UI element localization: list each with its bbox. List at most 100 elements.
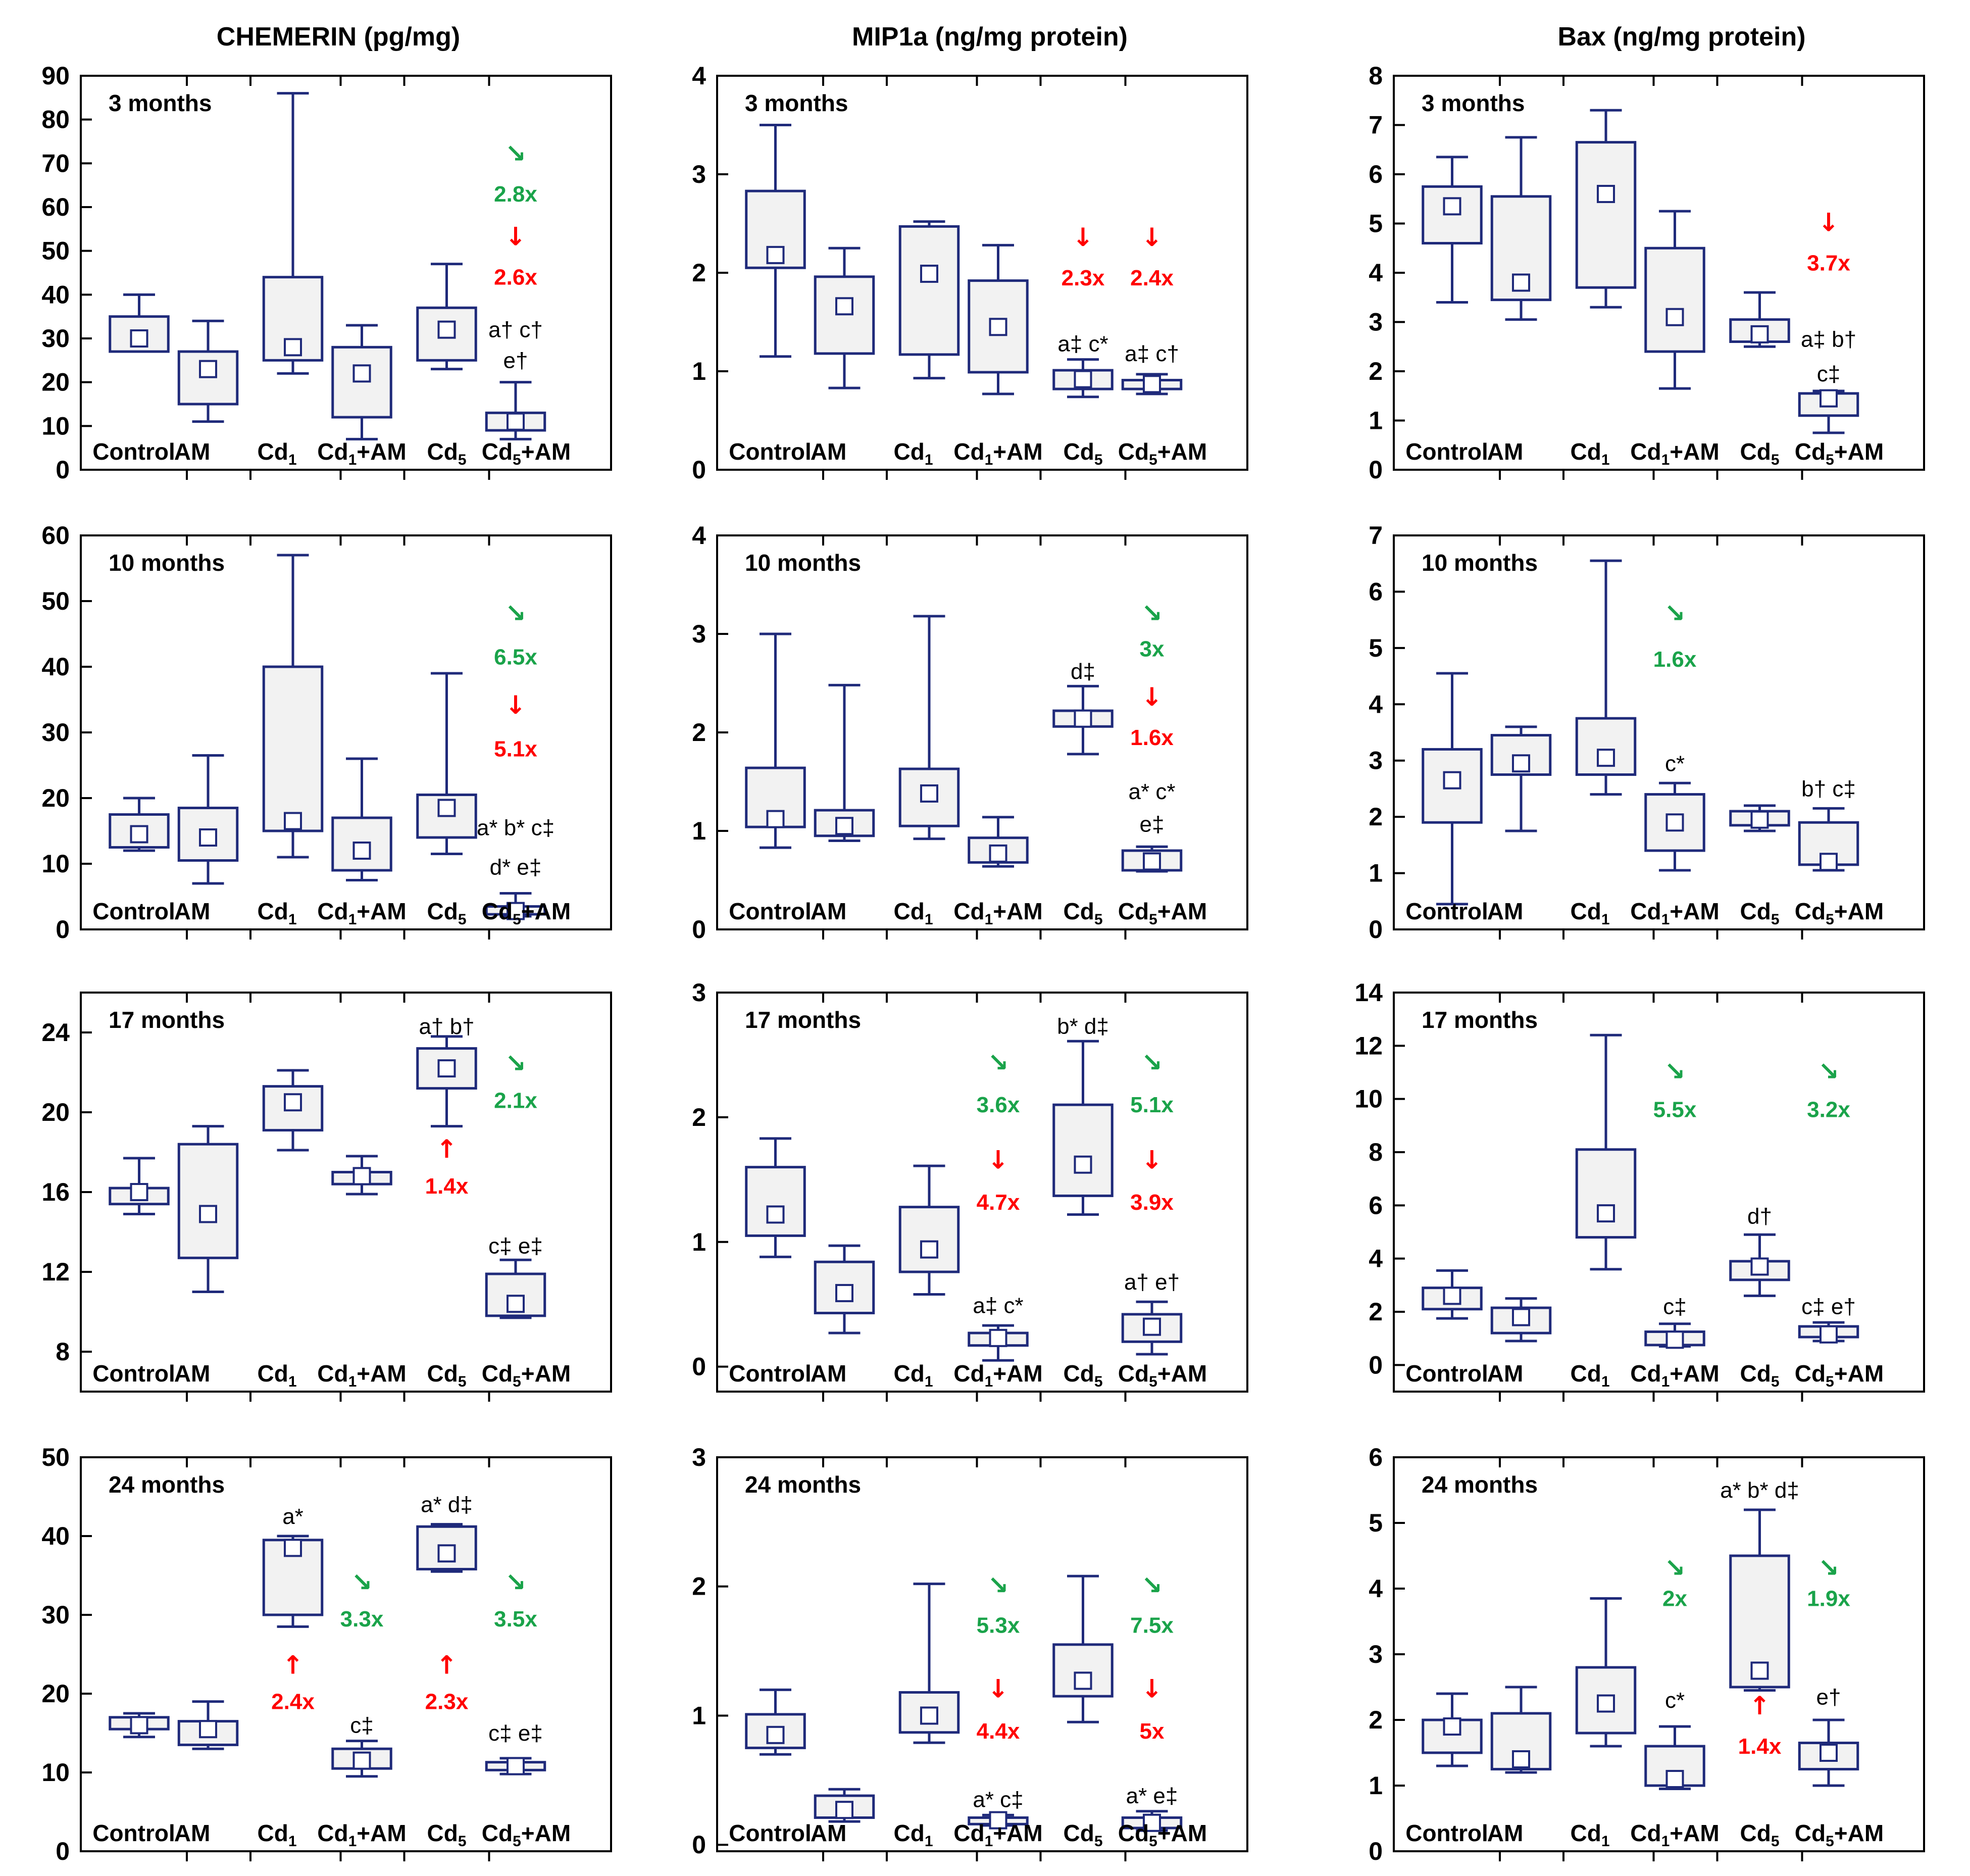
fold-change-red: 1.4x	[1738, 1734, 1782, 1759]
y-tick-label: 4	[692, 521, 706, 550]
significance-label: a* c‡	[973, 1788, 1023, 1812]
y-tick-label: 40	[41, 280, 70, 309]
y-tick-label: 0	[56, 456, 70, 484]
box-control	[109, 797, 170, 852]
change-arrow-red: ↓	[1141, 682, 1163, 712]
y-tick-label: 4	[1369, 1245, 1383, 1273]
mean-marker	[835, 1283, 853, 1302]
category-label-cd1-am: Cd1+AM	[317, 1820, 406, 1850]
category-label-control: Control	[1405, 1360, 1488, 1387]
y-tick-label: 10	[1354, 1085, 1383, 1113]
change-arrow-green: ↘	[1141, 1571, 1163, 1600]
mean-marker	[437, 1059, 456, 1078]
mean-marker	[1443, 771, 1461, 789]
y-tick-label: 0	[1369, 915, 1383, 944]
fold-change-green: 1.6x	[1653, 647, 1697, 672]
category-label-cd5-am: Cd5+AM	[482, 1360, 571, 1390]
mean-marker	[1512, 754, 1530, 773]
mean-marker	[284, 338, 302, 357]
mean-marker	[352, 364, 371, 383]
iqr-box	[1052, 1103, 1114, 1197]
category-label-am: AM	[174, 898, 211, 924]
box-cd1	[262, 1535, 324, 1628]
box-cd1-am	[968, 1811, 1029, 1830]
fold-change-green: 2x	[1662, 1587, 1687, 1611]
y-tick-label: 6	[1369, 1443, 1383, 1471]
box-cd1-am	[1644, 1322, 1705, 1349]
y-tick-label: 12	[41, 1258, 70, 1286]
fold-change-red: 3.7x	[1807, 251, 1850, 276]
y-tick-label: 4	[692, 62, 706, 90]
category-label-cd5-am: Cd5+AM	[1795, 1360, 1884, 1390]
category-label-cd1-am: Cd1+AM	[317, 898, 406, 928]
column-title-chemerin: CHEMERIN (pg/mg)	[217, 22, 460, 52]
iqr-box	[1575, 1666, 1637, 1735]
y-tick-label: 24	[41, 1018, 70, 1047]
category-label-control: Control	[92, 1360, 175, 1387]
mean-marker	[507, 1295, 525, 1313]
period-label: 17 months	[1422, 1007, 1538, 1033]
iqr-box	[177, 1143, 239, 1259]
mean-marker	[766, 245, 785, 264]
y-tick-label: 7	[1369, 521, 1383, 550]
y-tick-label: 70	[41, 149, 70, 177]
change-arrow-green: ↘	[1141, 1048, 1163, 1077]
mean-marker	[284, 812, 302, 830]
period-label: 3 months	[1422, 90, 1525, 116]
box-cd5-am	[1798, 1718, 1859, 1787]
category-label-am: AM	[811, 438, 847, 465]
category-label-cd5: Cd5	[427, 438, 466, 468]
category-label-am: AM	[1487, 438, 1524, 465]
y-tick-label: 16	[41, 1178, 70, 1206]
mean-marker	[1750, 1661, 1769, 1680]
box-cd5	[416, 672, 477, 855]
category-label-control: Control	[729, 1820, 812, 1846]
fold-change-green: 3.5x	[494, 1607, 537, 1632]
change-arrow-green: ↘	[1664, 599, 1686, 628]
box-control	[109, 293, 170, 353]
mean-marker	[284, 1539, 302, 1557]
significance-label: a† c†	[488, 318, 543, 342]
mean-marker	[1665, 1330, 1684, 1349]
y-tick-label: 60	[41, 193, 70, 221]
y-tick-label: 0	[692, 1831, 706, 1859]
fold-change-red: 2.3x	[425, 1690, 469, 1714]
mean-marker	[1750, 325, 1769, 343]
y-tick-label: 1	[692, 1701, 706, 1730]
y-tick-label: 50	[41, 1443, 70, 1471]
category-label-am: AM	[811, 1360, 847, 1387]
mean-marker	[1820, 389, 1838, 408]
significance-label: b† c‡	[1801, 776, 1856, 801]
box-am	[1490, 1686, 1552, 1774]
fold-change-green: 1.9x	[1807, 1587, 1850, 1611]
significance-label: d‡	[1071, 659, 1095, 684]
y-tick-label: 30	[41, 1601, 70, 1629]
significance-label: a‡ c*	[1057, 331, 1108, 356]
category-label-cd5: Cd5	[427, 1820, 466, 1850]
mean-marker	[1143, 852, 1161, 871]
category-label-cd5: Cd5	[1063, 438, 1102, 468]
category-label-cd5: Cd5	[1740, 1360, 1779, 1390]
significance-label: c*	[1665, 751, 1685, 776]
significance-label: a‡ c*	[973, 1294, 1023, 1318]
mean-marker	[766, 1205, 785, 1224]
mean-marker	[1820, 853, 1838, 871]
box-cd1-am	[331, 757, 392, 881]
change-arrow-green: ↘	[1141, 599, 1163, 628]
y-tick-label: 0	[692, 915, 706, 944]
box-am	[177, 1125, 239, 1293]
box-am	[1490, 725, 1552, 832]
y-tick-label: 6	[1369, 160, 1383, 188]
mean-marker	[1143, 375, 1161, 393]
y-tick-label: 2	[1369, 803, 1383, 831]
significance-label: b* d‡	[1057, 1014, 1109, 1039]
category-label-cd5-am: Cd5+AM	[482, 1820, 571, 1850]
box-control	[745, 1137, 806, 1258]
mean-marker	[1143, 1813, 1161, 1832]
category-label-control: Control	[92, 898, 175, 924]
fold-change-green: 2.8x	[494, 182, 537, 207]
box-cd5-am	[1798, 389, 1859, 434]
y-tick-label: 50	[41, 587, 70, 615]
